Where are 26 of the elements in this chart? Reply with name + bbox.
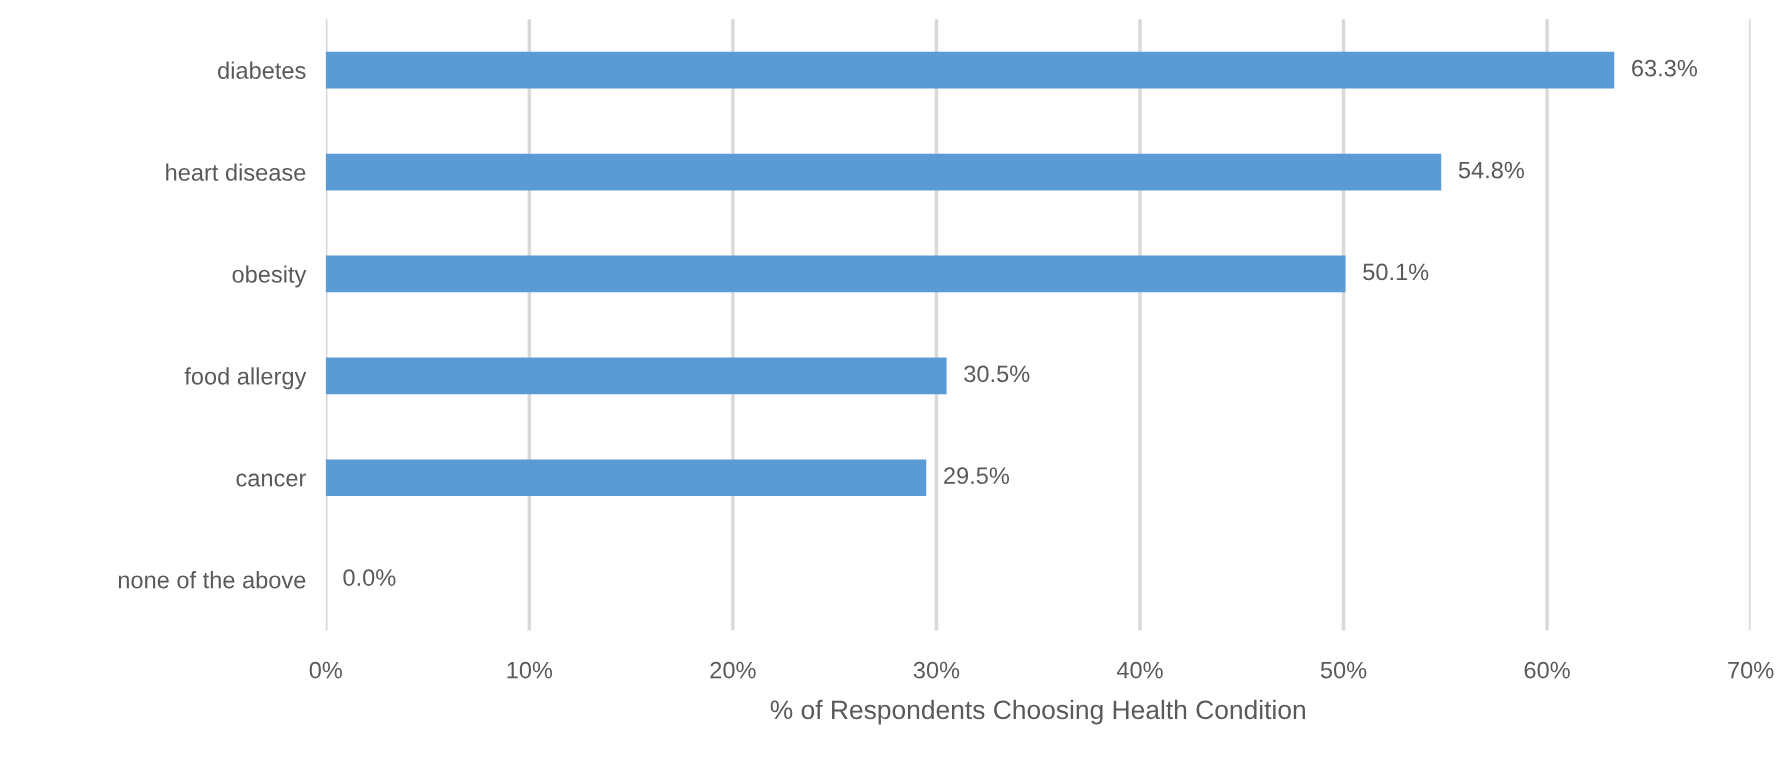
bar bbox=[325, 255, 1346, 293]
data-label: 29.5% bbox=[944, 467, 1010, 485]
y-tick-label: cancer bbox=[236, 473, 306, 487]
data-label: 50.1% bbox=[1363, 263, 1429, 281]
x-tick-label: 70% bbox=[1728, 661, 1774, 679]
x-axis-title: % of Respondents Choosing Health Condition bbox=[770, 699, 1305, 725]
y-tick-label: heart disease bbox=[166, 163, 306, 181]
y-tick-label: food allergy bbox=[184, 367, 307, 390]
y-tick-label: none of the above bbox=[118, 571, 306, 589]
bar bbox=[325, 153, 1442, 191]
bar bbox=[325, 51, 1615, 89]
x-tick-label: 60% bbox=[1524, 661, 1570, 679]
data-label: 54.8% bbox=[1458, 161, 1524, 179]
x-tick-label: 20% bbox=[710, 661, 756, 679]
bar bbox=[325, 357, 947, 395]
bar bbox=[325, 459, 927, 497]
y-tick-label: obesity bbox=[232, 265, 307, 288]
data-label: 30.5% bbox=[964, 365, 1030, 383]
x-tick-label: 30% bbox=[913, 661, 960, 679]
y-tick-label: diabetes bbox=[218, 61, 306, 79]
x-tick-label: 40% bbox=[1116, 661, 1163, 679]
x-tick-label: 50% bbox=[1320, 661, 1367, 679]
data-label: 63.3% bbox=[1632, 59, 1698, 77]
x-tick-label: 10% bbox=[507, 661, 553, 679]
data-label: 0.0% bbox=[343, 569, 396, 586]
x-tick-label: 0% bbox=[309, 661, 342, 679]
